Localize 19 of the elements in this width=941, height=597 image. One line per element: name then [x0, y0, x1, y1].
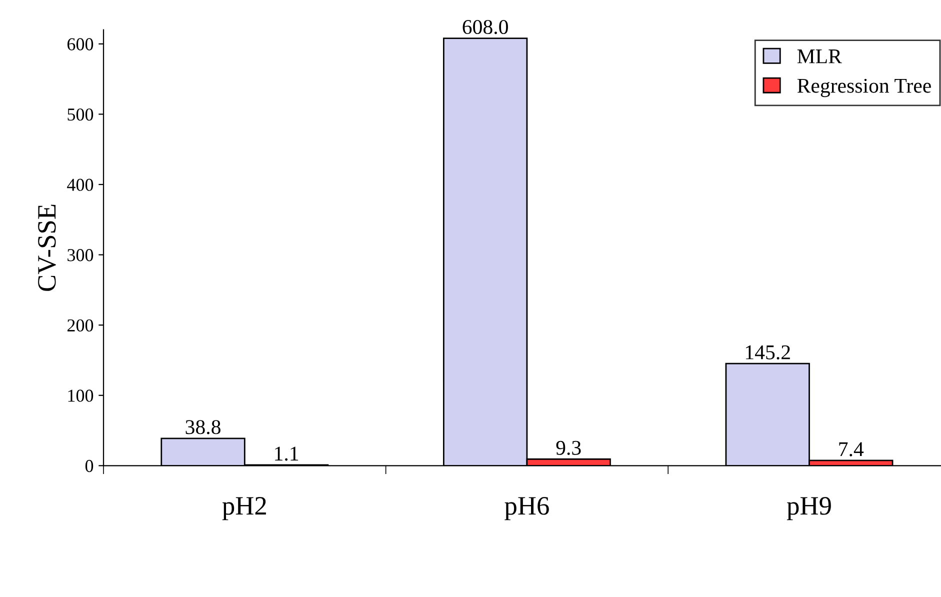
y-tick-label: 300 — [68, 249, 94, 262]
legend-label: MLR — [797, 50, 842, 64]
y-tick-label: 600 — [67, 38, 94, 50]
data-label: 608.0 — [462, 20, 508, 34]
y-tick-label: 200 — [67, 319, 94, 332]
data-label: 9.3 — [556, 440, 581, 455]
x-tick-label: pH2 — [222, 497, 266, 520]
legend-label: Regression Tree — [797, 78, 931, 98]
y-tick-label: 400 — [67, 178, 94, 191]
data-label: 1.1 — [275, 446, 298, 461]
data-label: 7.4 — [839, 442, 864, 456]
y-axis-title: CV-SSE — [38, 204, 56, 291]
x-tick-label: pH6 — [504, 497, 549, 520]
y-tick-label: 500 — [68, 108, 94, 121]
x-tick-label: pH9 — [786, 497, 831, 520]
data-label: 145.2 — [746, 345, 790, 360]
data-label: 38.8 — [186, 420, 220, 434]
y-tick-label: 0 — [85, 460, 94, 472]
y-tick-label: 100 — [68, 390, 94, 402]
